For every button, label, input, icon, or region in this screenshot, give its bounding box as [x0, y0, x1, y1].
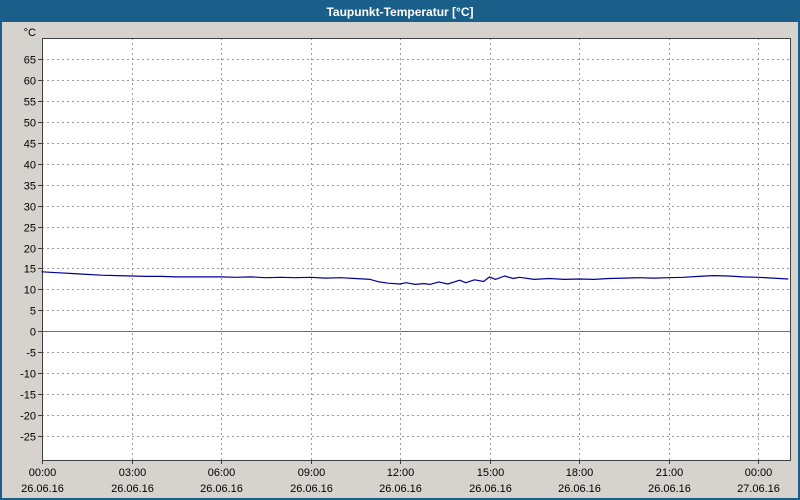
x-tick-date-label: 26.06.16 [648, 483, 691, 495]
y-tick-label: -5 [26, 348, 36, 360]
x-tick-time-label: 06:00 [208, 467, 236, 479]
y-tick-label: 55 [24, 97, 36, 109]
y-tick-label: 25 [24, 223, 36, 235]
x-tick-date-label: 26.06.16 [558, 483, 601, 495]
y-axis-unit-label: °C [24, 27, 36, 39]
y-tick-label: 20 [24, 244, 36, 256]
y-tick-label: 0 [30, 327, 36, 339]
x-tick-date-label: 26.06.16 [111, 483, 154, 495]
y-tick-label: -15 [20, 390, 36, 402]
chart-area: 65 60 55 50 45 40 35 30 25 20 15 10 5 0 -5 -10 -15 -20 -25… [2, 22, 798, 498]
y-tick-label: 40 [24, 160, 36, 172]
x-tick-time-label: 00:00 [29, 467, 57, 479]
x-tick-time-label: 09:00 [298, 467, 326, 479]
y-tick-label: 60 [24, 76, 36, 88]
y-tick-label: 65 [24, 55, 36, 67]
x-tick-time-label: 15:00 [477, 467, 505, 479]
x-tick-date-label: 26.06.16 [469, 483, 512, 495]
x-tick-time-label: 21:00 [656, 467, 684, 479]
y-tick-label: 5 [30, 306, 36, 318]
x-tick-date-label: 26.06.16 [200, 483, 243, 495]
y-tick-label: -25 [20, 432, 36, 444]
plot-area [42, 38, 790, 460]
plot-border [42, 38, 791, 461]
x-tick-date-label: 26.06.16 [290, 483, 333, 495]
y-tick-label: 50 [24, 118, 36, 130]
x-tick-time-label: 03:00 [119, 467, 147, 479]
chart-canvas: 65605550454035302520151050-5-10-15-20-25… [20, 27, 791, 495]
chart-title: Taupunkt-Temperatur [°C] [2, 2, 798, 22]
y-tick-label: 10 [24, 285, 36, 297]
y-tick-label: -10 [20, 369, 36, 381]
x-tick-date-label: 26.06.16 [379, 483, 422, 495]
y-tick-label: 45 [24, 139, 36, 151]
y-tick-label: -20 [20, 411, 36, 423]
x-tick-time-label: 12:00 [387, 467, 415, 479]
x-tick-date-label: 26.06.16 [21, 483, 64, 495]
y-tick-label: 30 [24, 202, 36, 214]
y-tick-label: 15 [24, 264, 36, 276]
x-tick-time-label: 18:00 [566, 467, 594, 479]
x-tick-time-label: 00:00 [745, 467, 773, 479]
x-tick-date-label: 27.06.16 [737, 483, 780, 495]
data-line [41, 271, 789, 285]
y-tick-label: 35 [24, 181, 36, 193]
